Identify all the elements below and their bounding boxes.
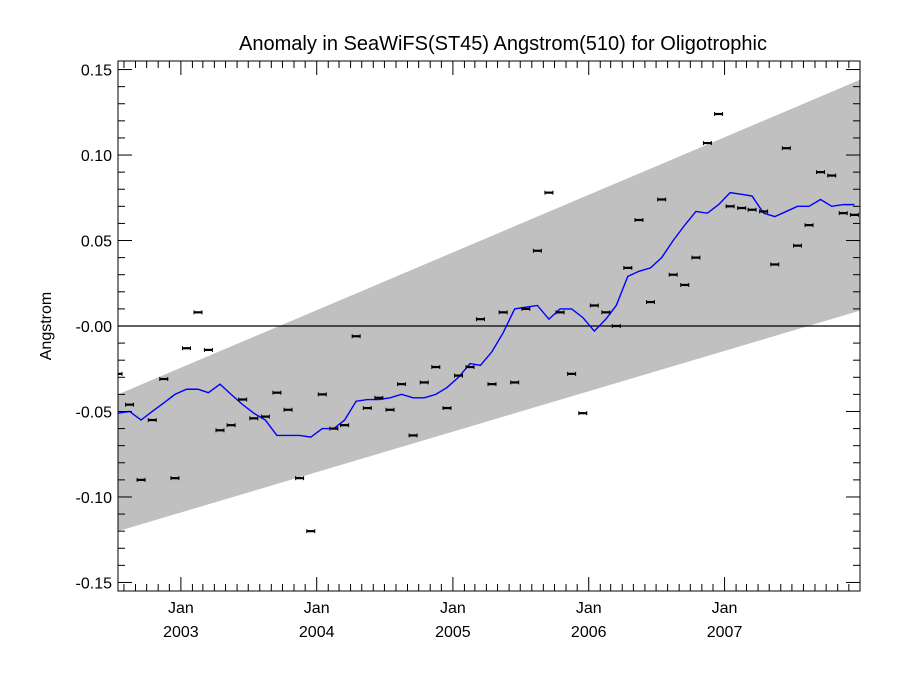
data-point <box>759 209 769 214</box>
data-point <box>657 197 667 202</box>
y-axis-label: Angstrom <box>38 292 55 360</box>
data-point <box>397 382 407 387</box>
data-point <box>249 416 259 421</box>
data-point <box>849 212 859 217</box>
data-point <box>419 380 429 385</box>
y-axis-ticks: 0.15 0.10 0.05 -0.00 -0.05 -0.10 -0.15 <box>76 63 860 592</box>
data-point <box>317 392 327 397</box>
x-tick-year-label: 2004 <box>299 624 335 641</box>
data-point <box>645 300 655 305</box>
data-point <box>510 380 520 385</box>
data-point <box>804 223 814 228</box>
data-point <box>362 406 372 411</box>
confidence-band <box>118 79 860 532</box>
data-point <box>691 255 701 260</box>
data-point <box>714 112 724 116</box>
data-point <box>136 477 146 482</box>
y-tick-label: 0.15 <box>81 63 112 80</box>
data-point <box>680 282 690 287</box>
data-point <box>827 173 837 178</box>
y-tick-label: 0.05 <box>81 234 112 251</box>
y-tick-label: -0.10 <box>76 490 113 507</box>
data-point <box>747 207 757 212</box>
data-point <box>374 395 384 400</box>
data-point <box>283 407 293 412</box>
y-tick-label: 0.10 <box>81 148 112 165</box>
x-tick-month-label: Jan <box>576 600 602 617</box>
data-point <box>170 476 180 481</box>
data-point <box>385 407 395 412</box>
data-point <box>611 324 621 328</box>
y-tick-label: -0.00 <box>76 319 113 336</box>
data-point <box>555 310 565 315</box>
data-point <box>238 397 248 402</box>
data-point <box>260 414 270 419</box>
data-point <box>623 265 633 270</box>
data-point <box>567 371 577 376</box>
data-point <box>181 346 191 351</box>
running-mean-line <box>118 191 855 438</box>
data-point <box>634 218 644 222</box>
data-point <box>340 423 350 428</box>
data-point <box>702 141 712 146</box>
data-point <box>295 476 305 481</box>
data-point <box>442 406 452 411</box>
x-axis-ticks: Jan 2003 Jan 2004 Jan 2005 Jan 2006 Jan 2007 <box>123 61 850 641</box>
data-point <box>147 418 157 423</box>
data-point <box>453 373 463 378</box>
data-point <box>601 310 611 315</box>
data-point <box>668 272 678 277</box>
x-tick-year-label: 2003 <box>163 624 199 641</box>
data-point <box>838 211 848 216</box>
data-point <box>193 310 203 315</box>
data-point <box>272 390 282 395</box>
data-point <box>306 529 316 534</box>
data-point <box>737 206 747 211</box>
data-point <box>498 310 508 315</box>
data-point <box>532 248 542 253</box>
y-tick-label: -0.05 <box>76 404 113 421</box>
data-point <box>521 306 531 311</box>
data-point <box>465 365 475 370</box>
data-point <box>792 243 802 248</box>
data-point <box>816 170 826 175</box>
data-point <box>578 411 588 416</box>
data-point <box>125 402 135 407</box>
chart-title: Anomaly in SeaWiFS(ST45) Angstrom(510) f… <box>239 33 767 55</box>
data-point <box>487 382 497 387</box>
y-tick-label: -0.15 <box>76 575 113 592</box>
x-tick-year-label: 2007 <box>707 624 743 641</box>
x-tick-month-label: Jan <box>712 600 738 617</box>
data-point <box>770 262 780 267</box>
x-tick-month-label: Jan <box>304 600 330 617</box>
x-tick-year-label: 2005 <box>435 624 471 641</box>
data-point <box>215 428 225 433</box>
x-tick-month-label: Jan <box>168 600 194 617</box>
data-point <box>408 433 418 438</box>
data-point <box>475 317 485 322</box>
data-points <box>118 112 859 534</box>
data-point <box>118 371 123 376</box>
data-point <box>159 377 169 381</box>
data-point <box>544 190 554 195</box>
data-point <box>431 365 441 370</box>
data-point <box>226 423 236 428</box>
data-point <box>725 204 735 209</box>
plot-area <box>118 79 860 534</box>
data-point <box>329 426 339 431</box>
data-point <box>589 303 599 308</box>
data-point <box>781 146 791 151</box>
x-tick-year-label: 2006 <box>571 624 607 641</box>
data-point <box>351 334 361 339</box>
data-point <box>203 347 213 352</box>
x-tick-month-label: Jan <box>440 600 466 617</box>
